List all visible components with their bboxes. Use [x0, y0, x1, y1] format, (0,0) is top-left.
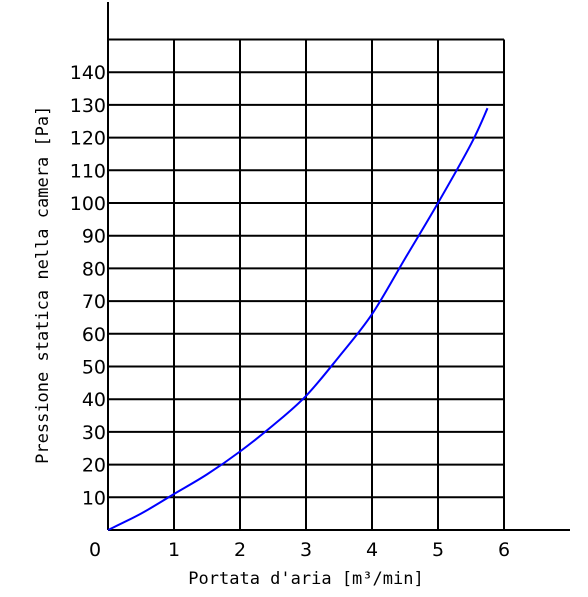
y-tick-label: 120 — [70, 128, 106, 150]
tick-labels: 0 1 2 3 4 5 6 10 20 30 40 50 60 70 80 90 100 110 120 130 140 — [70, 62, 510, 561]
x-axis-label: Portata d'aria [m³/min] — [188, 569, 423, 589]
y-tick-label: 80 — [82, 258, 106, 280]
x-tick-label: 6 — [498, 539, 510, 561]
y-tick-label: 40 — [82, 389, 106, 411]
x-tick-label: 4 — [366, 539, 378, 561]
y-tick-label: 100 — [70, 193, 106, 215]
x-tick-label: 2 — [234, 539, 246, 561]
x-tick-label: 1 — [168, 539, 180, 561]
x-tick-label: 3 — [300, 539, 312, 561]
y-tick-label: 110 — [70, 160, 106, 182]
y-tick-label: 140 — [70, 62, 106, 84]
y-tick-label: 20 — [82, 455, 106, 477]
y-axis-label: Pressione statica nella camera [Pa] — [33, 106, 53, 464]
grid — [108, 38, 505, 530]
y-tick-label: 30 — [82, 422, 106, 444]
x-tick-label: 5 — [432, 539, 444, 561]
series-line — [107, 107, 489, 531]
y-tick-label: 90 — [82, 226, 106, 248]
y-tick-label: 130 — [70, 95, 106, 117]
series-layer — [107, 107, 489, 531]
y-tick-label: 70 — [82, 291, 106, 313]
y-tick-label: 10 — [82, 487, 106, 509]
axes — [107, 2, 570, 531]
y-tick-label: 60 — [82, 324, 106, 346]
y-tick-label: 50 — [82, 357, 106, 379]
x-tick-label: 0 — [89, 539, 101, 561]
